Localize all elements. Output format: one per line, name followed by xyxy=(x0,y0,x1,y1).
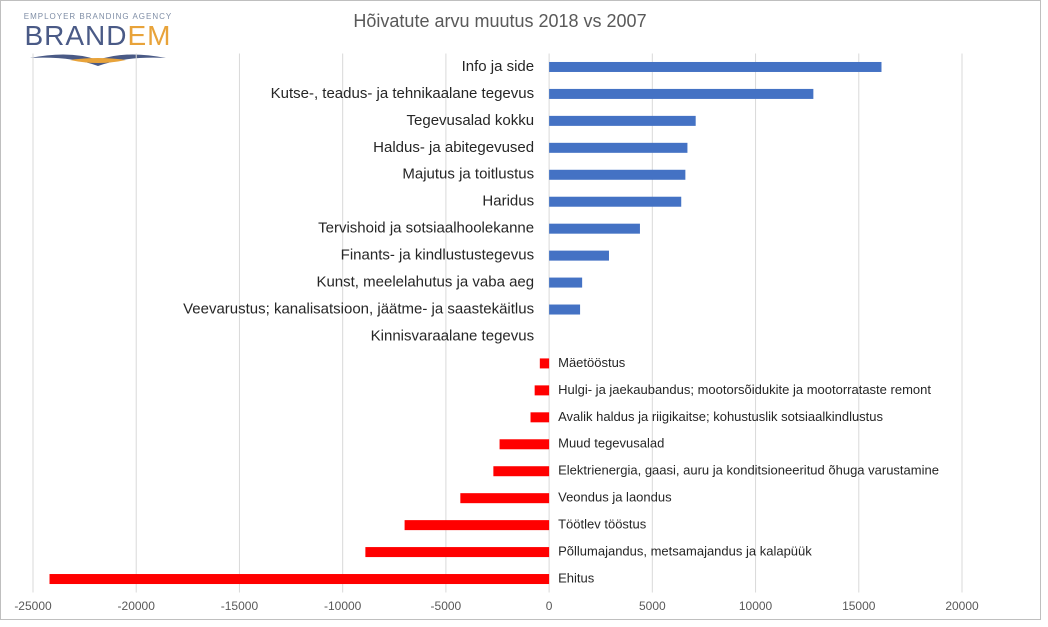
category-label: Finants- ja kindlustustegevus xyxy=(341,247,534,264)
bar xyxy=(549,88,814,99)
category-label: Haldus- ja abitegevused xyxy=(373,139,534,156)
bar xyxy=(404,520,550,531)
logo-tagline: EMPLOYER BRANDING AGENCY xyxy=(24,12,172,21)
bar xyxy=(549,250,609,261)
logo-name: BRANDEM xyxy=(24,20,171,51)
x-tick-label: -10000 xyxy=(324,599,362,613)
logo: EMPLOYER BRANDING AGENCY BRANDEM xyxy=(24,12,172,66)
x-tick-label: -25000 xyxy=(14,599,52,613)
category-label: Majutus ja toitlustus xyxy=(402,166,534,183)
bar xyxy=(549,115,696,126)
x-tick-label: 5000 xyxy=(639,599,666,613)
logo-wing-accent xyxy=(70,58,126,63)
x-tick-label: 0 xyxy=(546,599,553,613)
bar xyxy=(460,493,550,504)
bar xyxy=(493,466,550,477)
category-label: Hulgi- ja jaekaubandus; mootorsõidukite … xyxy=(558,382,931,397)
category-label: Põllumajandus, metsamajandus ja kalapüük xyxy=(558,544,812,559)
bar xyxy=(49,574,550,585)
chart-title: Hõivatute arvu muutus 2018 vs 2007 xyxy=(353,11,646,31)
bar xyxy=(549,142,688,153)
bar xyxy=(539,358,550,369)
bar xyxy=(549,277,583,288)
logo-name-part: EM xyxy=(128,20,172,51)
bar xyxy=(549,223,640,234)
category-label: Info ja side xyxy=(462,58,535,75)
category-label: Töötlev tööstus xyxy=(558,517,647,532)
bar xyxy=(499,439,550,450)
category-label: Elektrienergia, gaasi, auru ja konditsio… xyxy=(558,463,939,478)
bar xyxy=(549,61,882,72)
x-tick-label: -5000 xyxy=(431,599,462,613)
category-label: Mäetööstus xyxy=(558,355,626,370)
category-label: Tervishoid ja sotsiaalhoolekanne xyxy=(318,220,534,237)
bar xyxy=(549,169,686,180)
bar xyxy=(549,196,682,207)
x-tick-label: 15000 xyxy=(842,599,876,613)
bar xyxy=(534,385,550,396)
category-label: Kinnisvaraalane tegevus xyxy=(371,327,534,344)
x-tick-label: 10000 xyxy=(739,599,773,613)
category-label: Veondus ja laondus xyxy=(558,490,672,505)
category-label: Ehitus xyxy=(558,570,595,585)
bar xyxy=(365,547,550,558)
bar xyxy=(530,412,550,423)
x-tick-label: -20000 xyxy=(118,599,156,613)
x-tick-label: 20000 xyxy=(945,599,979,613)
category-label: Haridus xyxy=(482,193,534,210)
category-label: Kutse-, teadus- ja tehnikaalane tegevus xyxy=(271,85,535,102)
category-label: Veevarustus; kanalisatsioon, jäätme- ja … xyxy=(183,300,534,317)
category-label: Tegevusalad kokku xyxy=(407,112,535,129)
category-label: Avalik haldus ja riigikaitse; kohustusli… xyxy=(558,409,883,424)
x-tick-label: -15000 xyxy=(221,599,259,613)
category-label: Muud tegevusalad xyxy=(558,436,664,451)
category-label: Kunst, meelelahutus ja vaba aeg xyxy=(316,274,534,291)
bar xyxy=(549,304,581,315)
logo-name-part: BRAND xyxy=(24,20,127,51)
